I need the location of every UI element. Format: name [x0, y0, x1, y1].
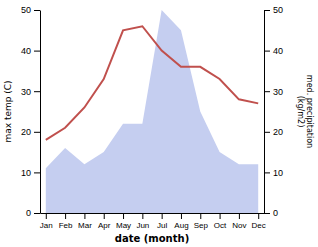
tick-mark: [104, 213, 105, 219]
tick: Jul: [157, 213, 167, 230]
tick-mark: [264, 51, 270, 52]
tick: Dec: [252, 213, 266, 230]
y-axis: 0 10 20 30 40 50: [21, 5, 41, 218]
tick: 50: [264, 5, 283, 15]
tick-label: 30: [21, 87, 31, 97]
tick-mark: [258, 213, 259, 219]
tick: Sep: [194, 213, 209, 230]
tick-label: 20: [273, 127, 283, 137]
tick-label: Aug: [174, 221, 188, 230]
tick: 30: [21, 87, 40, 97]
y2-axis-title: med. precipitation(kg/m2): [296, 75, 314, 148]
tick-mark: [84, 213, 85, 219]
tick: Feb: [59, 213, 73, 230]
tick-mark: [264, 213, 270, 214]
tick-mark: [34, 132, 40, 133]
tick-mark: [239, 213, 240, 219]
tick-label: 40: [21, 46, 31, 56]
y-axis-title: max temp (C): [3, 80, 13, 142]
y2-axis: 0 10 20 30 40 50: [264, 5, 283, 218]
tick-label: 40: [273, 46, 283, 56]
tick-label: May: [116, 221, 131, 230]
tick-mark: [46, 213, 47, 219]
tick: 10: [264, 168, 283, 178]
tick: 0: [26, 208, 40, 218]
tick-mark: [34, 10, 40, 11]
tick: Apr: [98, 213, 111, 230]
tick-label: Apr: [98, 221, 111, 230]
tick: 20: [264, 127, 283, 137]
tick: Oct: [214, 213, 227, 230]
tick-mark: [264, 172, 270, 173]
tick: May: [116, 213, 131, 230]
tick: Aug: [174, 213, 188, 230]
tick: 40: [21, 46, 40, 56]
line: [46, 26, 258, 140]
tick: 10: [21, 168, 40, 178]
tick-label: Feb: [59, 221, 73, 230]
tick: 40: [264, 46, 283, 56]
tick: 0: [264, 208, 278, 218]
tick-mark: [65, 213, 66, 219]
tick-label: 50: [21, 5, 31, 15]
chart: Jan Feb Mar Apr May Jun Jul Aug Sep Oct Nov Dec 0 10 2…: [0, 0, 318, 247]
tick-mark: [142, 213, 143, 219]
tick-mark: [34, 91, 40, 92]
tick: 20: [21, 127, 40, 137]
tick-label: Jun: [136, 221, 149, 230]
tick-label: Oct: [214, 221, 227, 230]
axis-line: [40, 11, 41, 214]
tick-mark: [264, 91, 270, 92]
tick-mark: [123, 213, 124, 219]
area: [46, 10, 258, 213]
x-axis: Jan Feb Mar Apr May Jun Jul Aug Sep Oct Nov Dec: [40, 213, 266, 230]
tick-label: Mar: [78, 221, 92, 230]
tick-label: Nov: [232, 221, 246, 230]
tick-label: 30: [273, 87, 283, 97]
tick-mark: [200, 213, 201, 219]
tick-label: Sep: [194, 221, 209, 230]
axis-line: [264, 11, 265, 214]
tick-mark: [220, 213, 221, 219]
tick: Jun: [136, 213, 149, 230]
tick: Mar: [78, 213, 92, 230]
tick: Nov: [232, 213, 246, 230]
tick-label: 10: [273, 168, 283, 178]
tick-label: 10: [21, 168, 31, 178]
tick-mark: [181, 213, 182, 219]
tick-label: 0: [26, 208, 31, 218]
axis-line: [41, 213, 265, 214]
tick-mark: [162, 213, 163, 219]
tick-label: Dec: [252, 221, 266, 230]
tick-mark: [34, 51, 40, 52]
tick: Jan: [40, 213, 53, 230]
tick-label: Jan: [40, 221, 53, 230]
tick-mark: [264, 132, 270, 133]
tick-label: 20: [21, 127, 31, 137]
tick-label: Jul: [157, 221, 167, 230]
tick-mark: [34, 172, 40, 173]
plot-area: [46, 10, 258, 213]
tick-mark: [264, 10, 270, 11]
tick-label: 0: [273, 208, 278, 218]
tick: 50: [21, 5, 40, 15]
tick-label: 50: [273, 5, 283, 15]
tick-mark: [34, 213, 40, 214]
x-axis-title: date (month): [115, 233, 189, 244]
tick: 30: [264, 87, 283, 97]
